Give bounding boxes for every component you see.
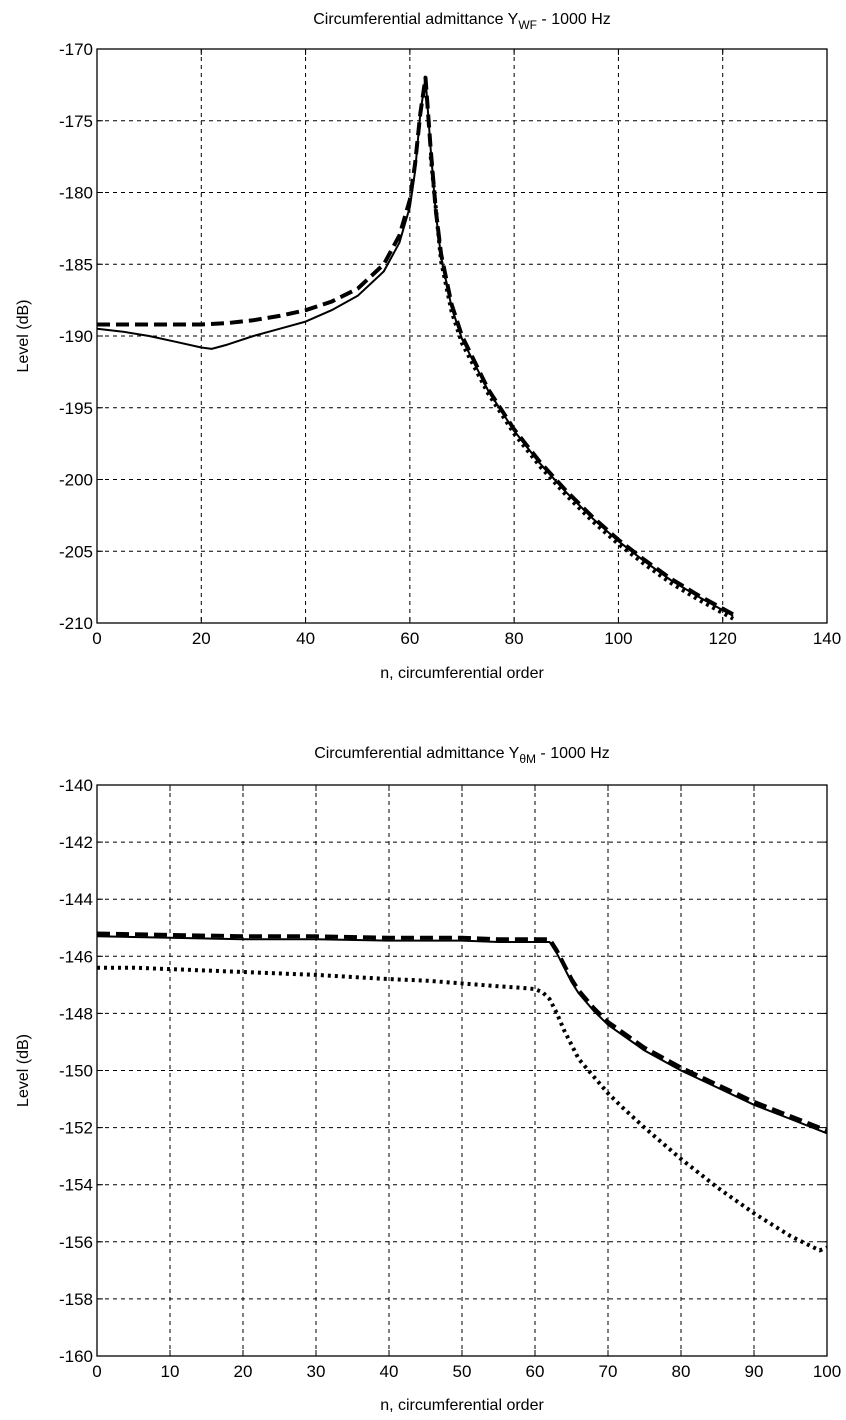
y-tick-label: -156 — [59, 1233, 93, 1252]
x-tick-label: 50 — [453, 1362, 472, 1381]
y-tick-label: -210 — [59, 614, 93, 633]
chart-title: Circumferential admittance YθM - 1000 Hz — [314, 745, 610, 766]
y-tick-label: -142 — [59, 833, 93, 852]
y-tick-label: -195 — [59, 399, 93, 418]
y-tick-label: -150 — [59, 1062, 93, 1081]
x-tick-label: 30 — [307, 1362, 326, 1381]
y-tick-label: -200 — [59, 471, 93, 490]
y-tick-label: -185 — [59, 255, 93, 274]
x-tick-label: 60 — [526, 1362, 545, 1381]
x-tick-label: 40 — [380, 1362, 399, 1381]
series-line-dashed — [97, 931, 827, 1133]
y-tick-label: -180 — [59, 184, 93, 203]
y-axis-label: Level (dB) — [15, 300, 32, 373]
plot-area — [97, 785, 827, 1356]
chart-2: 0 10 20 30 40 50 60 70 80 90 100 -160 -158 -156 -154 -1… — [15, 745, 841, 1414]
x-axis-label: n, circumferential order — [380, 1397, 544, 1414]
y-tick-label: -148 — [59, 1004, 93, 1023]
chart-title: Circumferential admittance YWF - 1000 Hz — [313, 11, 611, 32]
chart-1: 0 20 40 60 80 100 120 140 -210 -205 -200 -195 -190 -1… — [15, 11, 841, 682]
x-tick-label: 10 — [161, 1362, 180, 1381]
x-tick-label: 100 — [813, 1362, 841, 1381]
x-tick-label: 70 — [599, 1362, 618, 1381]
x-tick-label: 0 — [92, 629, 101, 648]
x-tick-label: 60 — [400, 629, 419, 648]
x-tick-label: 80 — [672, 1362, 691, 1381]
x-tick-label: 0 — [92, 1362, 101, 1381]
x-axis-label: n, circumferential order — [380, 665, 544, 682]
x-tick-label: 80 — [505, 629, 524, 648]
y-tick-label: -152 — [59, 1119, 93, 1138]
y-tick-label: -190 — [59, 327, 93, 346]
y-tick-label: -154 — [59, 1176, 93, 1195]
series-line-dashed — [97, 75, 735, 617]
y-tick-label: -146 — [59, 947, 93, 966]
x-tick-label: 20 — [192, 629, 211, 648]
x-tick-label: 20 — [234, 1362, 253, 1381]
y-tick-label: -175 — [59, 112, 93, 131]
y-tick-label: -160 — [59, 1347, 93, 1366]
y-tick-label: -170 — [59, 40, 93, 59]
x-tick-label: 140 — [813, 629, 841, 648]
y-tick-label: -158 — [59, 1290, 93, 1309]
x-tick-label: 90 — [745, 1362, 764, 1381]
x-tick-label: 40 — [296, 629, 315, 648]
y-tick-label: -205 — [59, 542, 93, 561]
x-tick-label: 120 — [709, 629, 737, 648]
x-tick-label: 100 — [604, 629, 632, 648]
y-tick-label: -140 — [59, 776, 93, 795]
y-tick-label: -144 — [59, 890, 93, 909]
y-axis-label: Level (dB) — [15, 1034, 32, 1107]
